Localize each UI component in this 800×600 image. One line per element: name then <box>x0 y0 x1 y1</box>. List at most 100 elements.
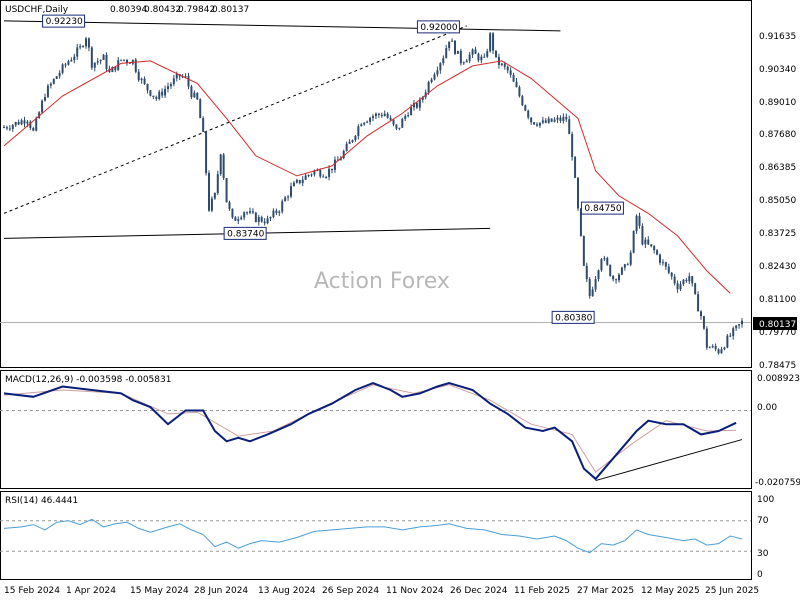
candle <box>641 223 644 246</box>
candle <box>480 54 483 64</box>
candle <box>295 178 298 184</box>
candle <box>556 115 559 123</box>
candle <box>471 48 474 59</box>
macd-label-bottom: -0.020759 <box>755 478 800 488</box>
candle <box>278 210 281 217</box>
x-label: 15 Feb 2024 <box>4 586 60 596</box>
candle <box>386 112 389 119</box>
svg-text:0.92230: 0.92230 <box>46 17 83 27</box>
price-label: 0.85050 <box>759 196 796 206</box>
candle <box>433 72 436 81</box>
candle <box>571 131 574 161</box>
candle <box>600 258 603 272</box>
candle <box>442 55 445 66</box>
candle <box>46 83 49 98</box>
candle <box>445 44 448 59</box>
candle <box>536 122 538 127</box>
candle <box>70 57 73 62</box>
price-label: 0.86385 <box>759 163 796 173</box>
candle <box>117 57 120 71</box>
candle <box>407 112 410 118</box>
candle <box>682 278 685 286</box>
candle <box>307 174 310 178</box>
price-annotation: 0.84750 <box>580 201 624 215</box>
candle <box>465 58 468 63</box>
price-label: 0.83725 <box>759 229 796 239</box>
candle <box>216 170 219 196</box>
candle <box>79 43 82 50</box>
price-annotation: 0.92000 <box>416 20 460 34</box>
candle <box>547 116 550 124</box>
candle <box>685 277 688 283</box>
candle <box>597 269 600 282</box>
trendline <box>3 25 467 214</box>
candle <box>676 280 679 293</box>
candle <box>228 200 231 211</box>
candle <box>574 155 577 179</box>
svg-text:0.83740: 0.83740 <box>227 229 264 239</box>
candle <box>284 195 287 202</box>
price-label: 0.91635 <box>759 32 796 42</box>
candle <box>152 95 155 100</box>
candle <box>691 276 694 287</box>
candle <box>644 237 647 249</box>
candle <box>240 215 243 221</box>
candle <box>351 139 354 144</box>
svg-text:0.92000: 0.92000 <box>420 23 457 33</box>
candle <box>44 93 46 102</box>
candle <box>137 68 140 82</box>
candle <box>650 244 653 248</box>
ohlc-high: 0.80432 <box>144 5 181 15</box>
macd-line <box>3 382 737 481</box>
candle <box>415 101 418 110</box>
x-label: 13 Aug 2024 <box>258 586 316 596</box>
main-panel-frame <box>0 0 752 368</box>
candle <box>155 95 158 101</box>
candle <box>714 343 717 352</box>
candle <box>413 100 415 111</box>
candle <box>249 207 251 215</box>
candle <box>287 195 290 201</box>
candle <box>700 310 702 320</box>
candle <box>515 78 518 88</box>
rsi-label-0: 0 <box>757 570 763 580</box>
candle <box>380 112 383 118</box>
candle <box>20 118 23 126</box>
ohlc-open: 0.80394 <box>110 5 147 15</box>
candle <box>448 41 451 51</box>
candle <box>553 117 556 123</box>
candle <box>591 286 594 297</box>
candle <box>301 176 304 187</box>
candle <box>161 88 164 98</box>
candle <box>468 52 471 64</box>
candle <box>588 277 591 299</box>
candle <box>90 46 93 70</box>
candle <box>243 211 246 221</box>
candle <box>272 208 275 219</box>
candle <box>61 63 64 75</box>
candle <box>430 77 433 84</box>
candle <box>158 89 161 101</box>
candle <box>366 120 369 124</box>
candle <box>225 177 228 203</box>
candle <box>550 118 553 123</box>
candle <box>333 156 336 173</box>
candle <box>29 120 32 131</box>
candle <box>726 333 729 349</box>
moving-average-line <box>3 60 731 294</box>
candle <box>87 37 90 52</box>
candle <box>187 72 190 90</box>
candle <box>541 116 544 125</box>
candle <box>717 348 720 355</box>
candle <box>647 236 650 246</box>
candle <box>738 324 741 329</box>
candle <box>5 125 8 131</box>
candle <box>17 119 20 126</box>
candle <box>594 276 597 292</box>
price-axis: 0.91635 0.90340 0.89010 0.87680 0.86385 … <box>759 32 796 371</box>
price-annotation: 0.83740 <box>223 226 267 240</box>
x-label: 15 May 2024 <box>130 586 189 596</box>
candle <box>711 344 714 349</box>
candle <box>23 116 26 128</box>
